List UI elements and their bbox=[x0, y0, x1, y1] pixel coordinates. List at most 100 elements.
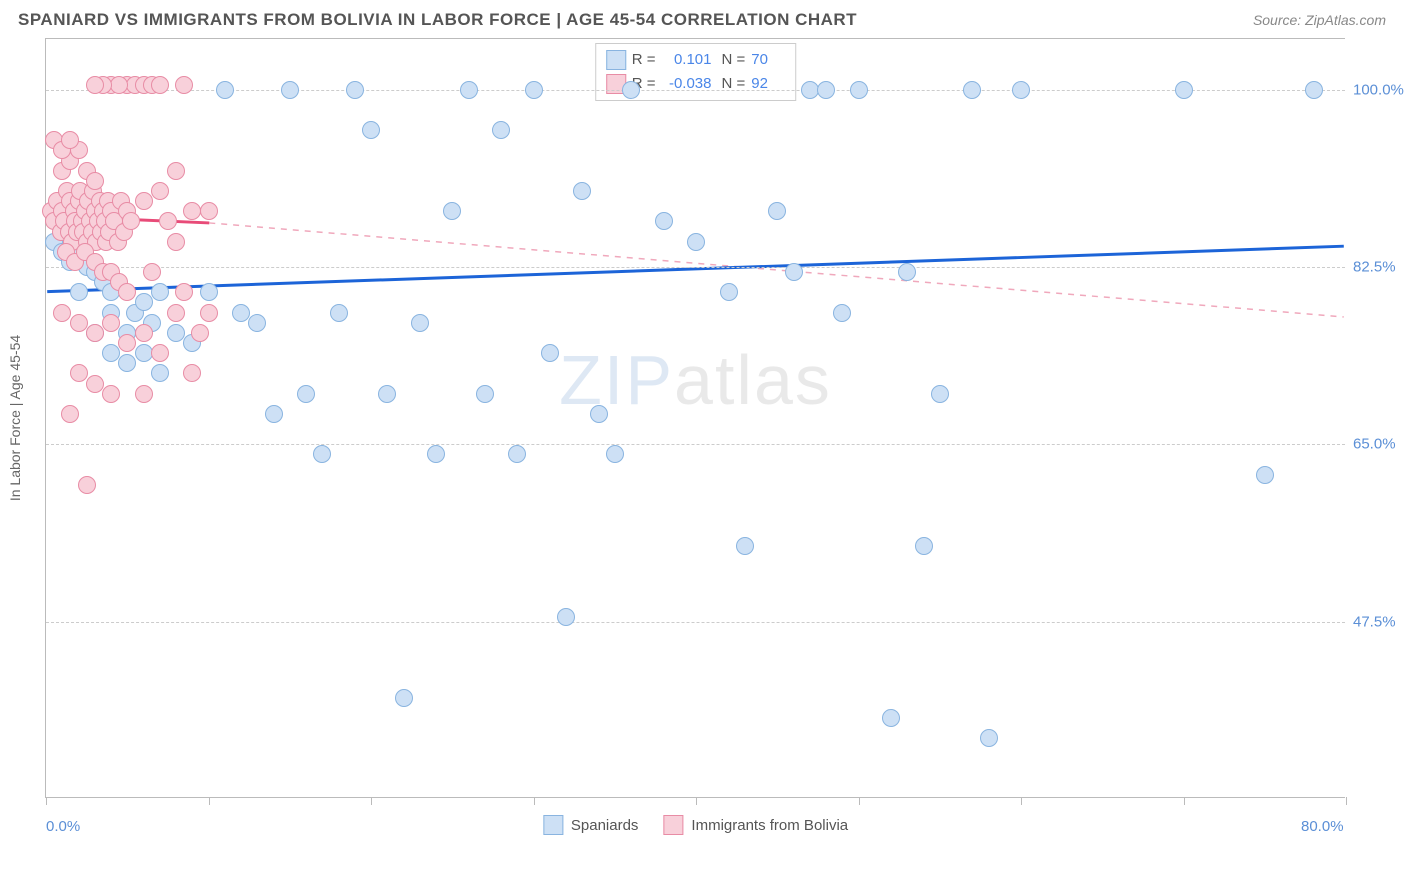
x-tick-mark bbox=[696, 797, 697, 805]
y-tick-label: 65.0% bbox=[1353, 436, 1406, 453]
gridline-h bbox=[46, 444, 1345, 445]
x-tick-mark bbox=[371, 797, 372, 805]
data-point-bolivia bbox=[175, 76, 193, 94]
plot-area: ZIPatlas R = 0.101 N = 70 R = -0.038 N =… bbox=[45, 38, 1345, 798]
data-point-bolivia bbox=[159, 212, 177, 230]
data-point-bolivia bbox=[78, 476, 96, 494]
x-tick-mark bbox=[534, 797, 535, 805]
y-tick-label: 100.0% bbox=[1353, 81, 1406, 98]
x-tick-mark bbox=[1021, 797, 1022, 805]
data-point-bolivia bbox=[61, 405, 79, 423]
data-point-spaniards bbox=[557, 608, 575, 626]
data-point-bolivia bbox=[151, 76, 169, 94]
x-tick-mark bbox=[209, 797, 210, 805]
data-point-spaniards bbox=[492, 121, 510, 139]
x-tick-label: 0.0% bbox=[46, 818, 80, 835]
data-point-bolivia bbox=[86, 76, 104, 94]
data-point-bolivia bbox=[135, 192, 153, 210]
data-point-spaniards bbox=[785, 263, 803, 281]
n-label: N = bbox=[722, 72, 746, 96]
r-label: R = bbox=[632, 48, 656, 72]
data-point-spaniards bbox=[151, 364, 169, 382]
data-point-spaniards bbox=[395, 689, 413, 707]
data-point-spaniards bbox=[362, 121, 380, 139]
data-point-bolivia bbox=[70, 364, 88, 382]
data-point-bolivia bbox=[135, 385, 153, 403]
data-point-spaniards bbox=[963, 81, 981, 99]
x-tick-mark bbox=[46, 797, 47, 805]
series-legend: Spaniards Immigrants from Bolivia bbox=[543, 815, 848, 835]
x-tick-mark bbox=[1184, 797, 1185, 805]
data-point-bolivia bbox=[102, 385, 120, 403]
data-point-spaniards bbox=[460, 81, 478, 99]
data-point-spaniards bbox=[687, 233, 705, 251]
gridline-h bbox=[46, 622, 1345, 623]
data-point-bolivia bbox=[200, 202, 218, 220]
data-point-spaniards bbox=[1305, 81, 1323, 99]
data-point-spaniards bbox=[1256, 466, 1274, 484]
data-point-bolivia bbox=[53, 304, 71, 322]
data-point-spaniards bbox=[378, 385, 396, 403]
data-point-bolivia bbox=[86, 375, 104, 393]
data-point-spaniards bbox=[622, 81, 640, 99]
data-point-spaniards bbox=[427, 445, 445, 463]
data-point-spaniards bbox=[898, 263, 916, 281]
y-axis-label: In Labor Force | Age 45-54 bbox=[7, 335, 23, 501]
data-point-spaniards bbox=[980, 729, 998, 747]
data-point-spaniards bbox=[102, 344, 120, 362]
data-point-spaniards bbox=[525, 81, 543, 99]
data-point-spaniards bbox=[736, 537, 754, 555]
r-value-bolivia: -0.038 bbox=[662, 72, 716, 96]
r-value-spaniards: 0.101 bbox=[662, 48, 716, 72]
data-point-bolivia bbox=[143, 263, 161, 281]
data-point-spaniards bbox=[817, 81, 835, 99]
data-point-spaniards bbox=[508, 445, 526, 463]
data-point-spaniards bbox=[443, 202, 461, 220]
data-point-bolivia bbox=[122, 212, 140, 230]
data-point-spaniards bbox=[541, 344, 559, 362]
data-point-spaniards bbox=[655, 212, 673, 230]
data-point-bolivia bbox=[86, 324, 104, 342]
data-point-bolivia bbox=[167, 233, 185, 251]
data-point-spaniards bbox=[720, 283, 738, 301]
data-point-spaniards bbox=[200, 283, 218, 301]
legend-row-spaniards: R = 0.101 N = 70 bbox=[606, 48, 786, 72]
data-point-bolivia bbox=[183, 364, 201, 382]
data-point-spaniards bbox=[135, 293, 153, 311]
data-point-spaniards bbox=[1175, 81, 1193, 99]
chart-source: Source: ZipAtlas.com bbox=[1253, 12, 1386, 28]
data-point-spaniards bbox=[151, 283, 169, 301]
data-point-spaniards bbox=[330, 304, 348, 322]
x-tick-mark bbox=[859, 797, 860, 805]
gridline-h bbox=[46, 90, 1345, 91]
data-point-spaniards bbox=[118, 354, 136, 372]
data-point-bolivia bbox=[61, 131, 79, 149]
data-point-bolivia bbox=[118, 334, 136, 352]
data-point-spaniards bbox=[931, 385, 949, 403]
data-point-spaniards bbox=[232, 304, 250, 322]
y-tick-label: 82.5% bbox=[1353, 259, 1406, 276]
data-point-bolivia bbox=[110, 76, 128, 94]
legend-swatch-bolivia bbox=[663, 815, 683, 835]
data-point-bolivia bbox=[102, 314, 120, 332]
y-tick-label: 47.5% bbox=[1353, 613, 1406, 630]
data-point-spaniards bbox=[850, 81, 868, 99]
data-point-bolivia bbox=[167, 304, 185, 322]
data-point-spaniards bbox=[281, 81, 299, 99]
gridline-h bbox=[46, 267, 1345, 268]
data-point-bolivia bbox=[200, 304, 218, 322]
data-point-spaniards bbox=[346, 81, 364, 99]
data-point-spaniards bbox=[573, 182, 591, 200]
chart-container: In Labor Force | Age 45-54 ZIPatlas R = … bbox=[45, 38, 1396, 798]
data-point-bolivia bbox=[86, 172, 104, 190]
data-point-spaniards bbox=[882, 709, 900, 727]
data-point-spaniards bbox=[411, 314, 429, 332]
data-point-bolivia bbox=[175, 283, 193, 301]
data-point-spaniards bbox=[476, 385, 494, 403]
data-point-spaniards bbox=[606, 445, 624, 463]
data-point-spaniards bbox=[70, 283, 88, 301]
swatch-spaniards bbox=[606, 50, 626, 70]
watermark-zip: ZIP bbox=[559, 341, 674, 419]
data-point-spaniards bbox=[297, 385, 315, 403]
data-point-spaniards bbox=[590, 405, 608, 423]
